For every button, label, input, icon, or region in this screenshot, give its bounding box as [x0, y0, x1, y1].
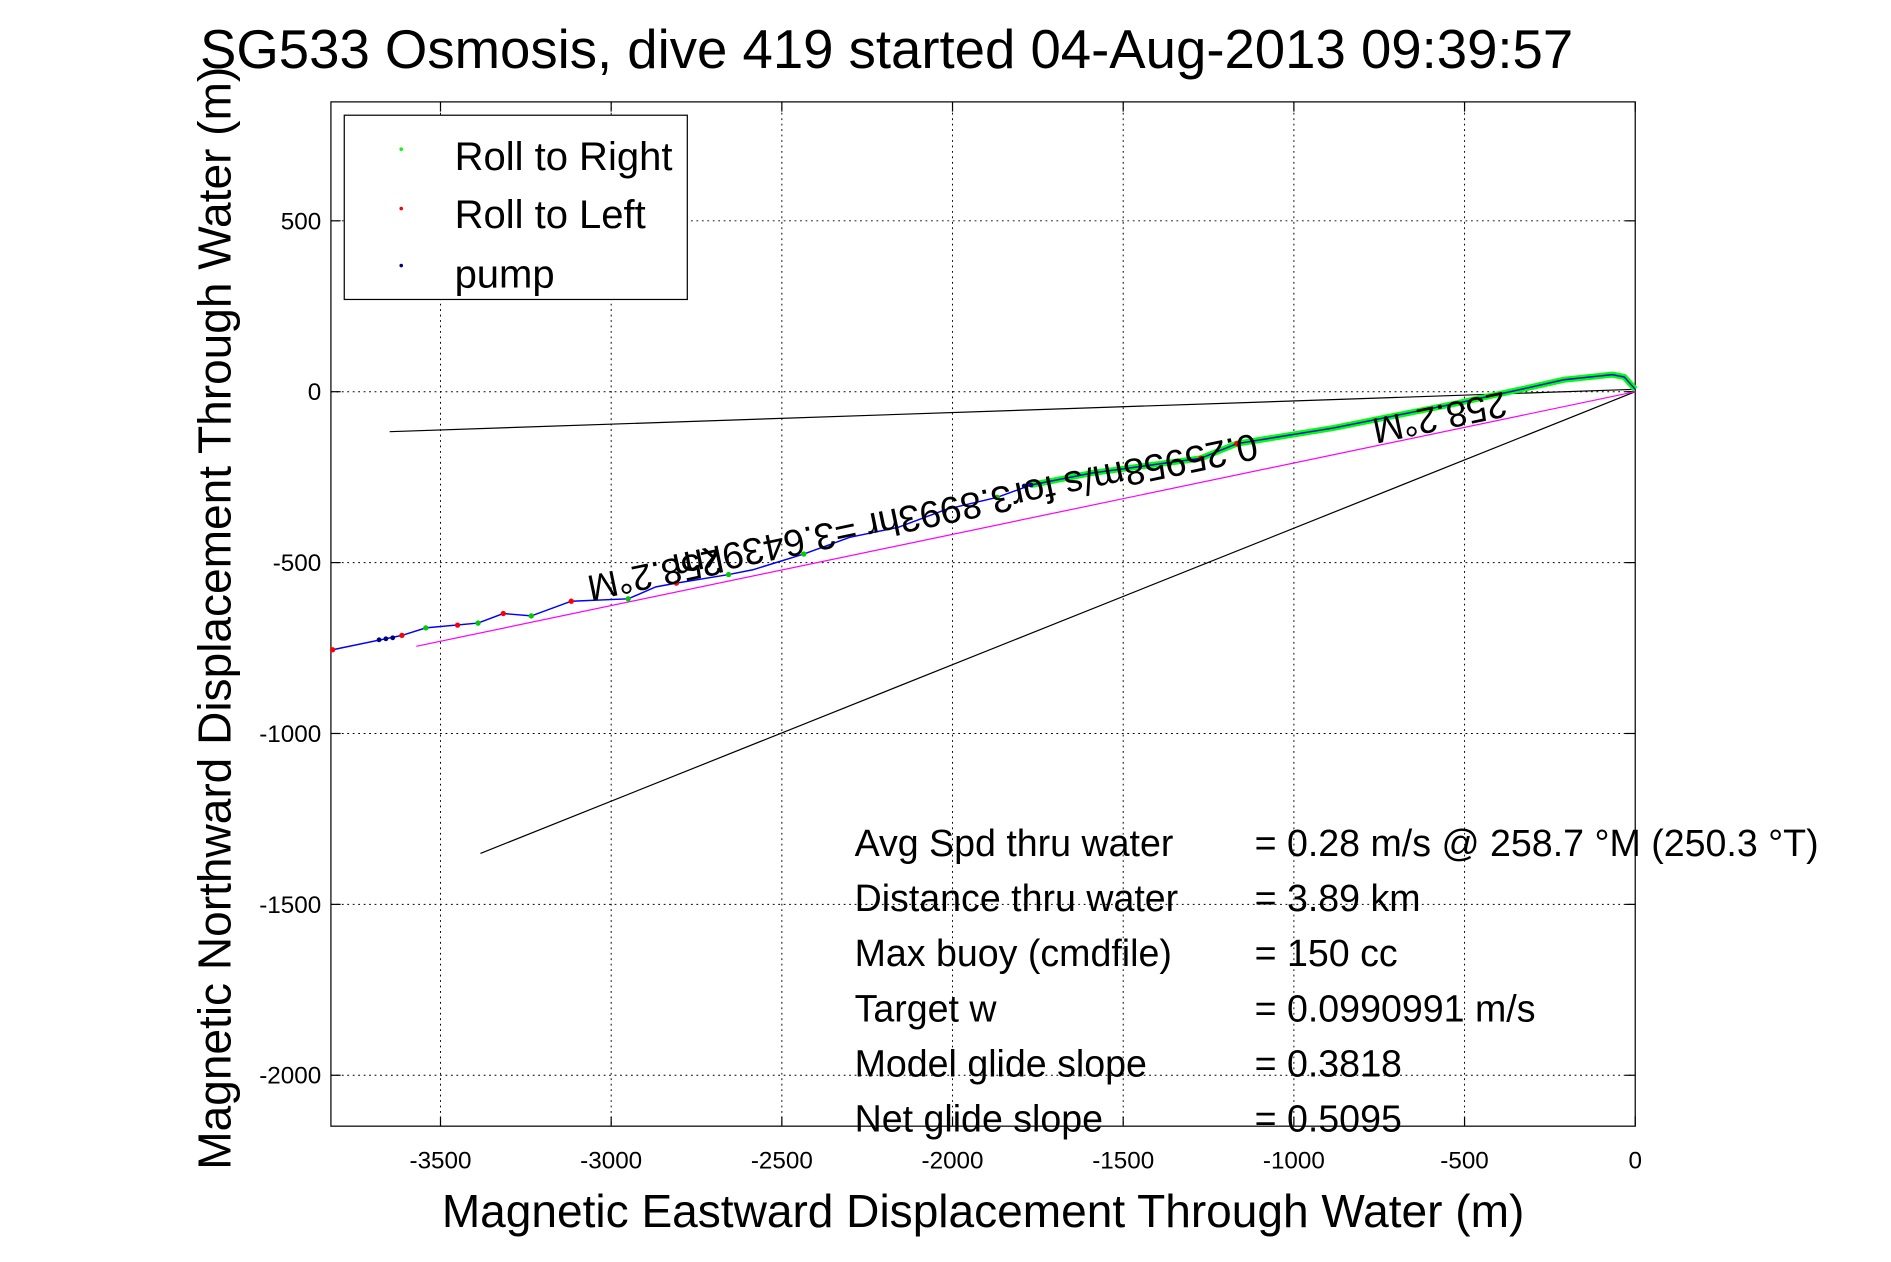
pump-point	[376, 637, 382, 643]
y-tick-label: -1000	[259, 721, 321, 748]
roll-right-point	[801, 551, 807, 557]
x-tick-label: -3000	[580, 1148, 642, 1175]
net-displacement-line	[416, 391, 1636, 647]
x-tick-label: -1500	[1092, 1148, 1154, 1175]
marks	[329, 371, 1638, 855]
legend-marker-roll-right	[399, 147, 404, 151]
chart-title: SG533 Osmosis, dive 419 started 04-Aug-2…	[200, 19, 1573, 80]
roll-left-point	[329, 647, 336, 653]
stat-label: Net glide slope	[855, 1098, 1103, 1140]
roll-right-point	[423, 625, 429, 631]
x-tick-label: -1000	[1263, 1148, 1325, 1175]
y-axis-label: Magnetic Northward Displacement Through …	[188, 67, 240, 1170]
x-tick-label: -2000	[922, 1148, 984, 1175]
y-tick-label: -2000	[259, 1063, 321, 1090]
trajectory-line	[332, 373, 1636, 651]
pump-point	[1021, 483, 1027, 489]
roll-left-point	[673, 580, 680, 586]
x-tick-label: -500	[1440, 1148, 1489, 1175]
stat-value: = 0.3818	[1255, 1042, 1402, 1084]
roll-left-point	[568, 598, 574, 604]
stat-label: Avg Spd thru water	[855, 822, 1174, 864]
legend: Roll to Right Roll to Left pump	[343, 114, 688, 301]
x-tick-label: 0	[1628, 1148, 1641, 1175]
heading-line-2	[480, 391, 1636, 855]
y-tick-label: -1500	[259, 892, 321, 919]
pump-point	[1028, 482, 1034, 488]
stat-label: Distance thru water	[855, 877, 1179, 919]
stat-value: = 0.5095	[1255, 1098, 1402, 1140]
roll-right-point	[625, 596, 631, 602]
roll-right-point	[475, 620, 481, 626]
legend-label-pump: pump	[455, 252, 555, 296]
x-tick-label: -2500	[751, 1148, 813, 1175]
legend-label-roll-left: Roll to Left	[455, 193, 646, 237]
roll-left-point	[399, 632, 405, 639]
y-tick-label: 500	[281, 208, 321, 235]
stat-label: Max buoy (cmdfile)	[855, 932, 1172, 974]
legend-marker-pump	[399, 263, 404, 268]
x-tick-label: -3500	[410, 1148, 472, 1175]
stat-label: Target w	[855, 987, 998, 1029]
heading-line-1	[389, 388, 1636, 433]
stat-label: Model glide slope	[855, 1042, 1147, 1084]
stat-value: = 3.89 km	[1255, 877, 1421, 919]
legend-marker-roll-left	[399, 206, 404, 211]
roll-right-point	[994, 494, 1000, 500]
y-tick-label: -500	[273, 550, 322, 577]
roll-left-point	[454, 622, 461, 628]
stat-value: = 0.28 m/s @ 258.7 °M (250.3 °T)	[1255, 822, 1819, 864]
roll-right-point	[725, 571, 732, 578]
y-tick-label: 0	[308, 379, 321, 406]
roll-left-point	[1234, 440, 1240, 447]
ticks: -3500 -3000 -2500 -2000 -1500 -1000 -500 0 500 0 -…	[259, 101, 1642, 1175]
roll-left-point	[500, 610, 506, 617]
pump-point	[383, 636, 389, 642]
stat-value: = 150 cc	[1255, 932, 1398, 974]
pump-point	[390, 635, 396, 641]
roll-left-point	[1198, 455, 1204, 462]
stat-value: = 0.0990991 m/s	[1255, 987, 1536, 1029]
roll-right-point	[528, 613, 534, 619]
x-axis-label: Magnetic Eastward Displacement Through W…	[442, 1185, 1525, 1237]
stats-block: Avg Spd thru water = 0.28 m/s @ 258.7 °M …	[855, 822, 1819, 1140]
legend-label-roll-right: Roll to Right	[455, 135, 673, 179]
